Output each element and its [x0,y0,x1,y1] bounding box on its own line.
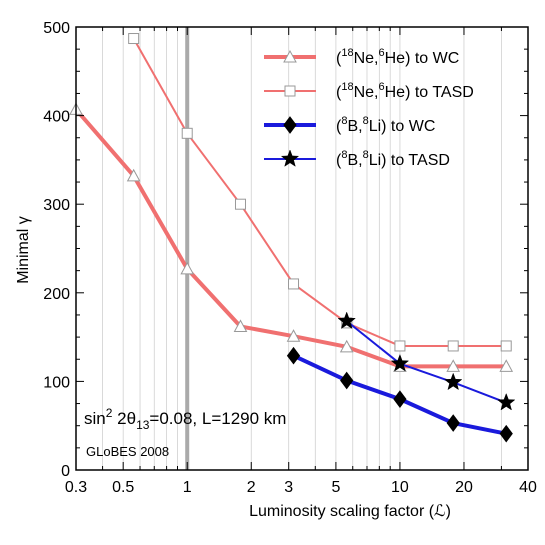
series-3 [337,311,516,411]
x-tick-label: 40 [519,479,537,496]
y-axis-label: Minimal γ [15,216,32,284]
marker-square [394,340,406,352]
marker-star [280,149,300,167]
legend-label: (18Ne,6He) to WC [336,47,459,67]
marker-square [500,340,512,352]
marker-square [284,85,296,97]
series-line [346,320,507,404]
legend-entry-2: (8B,8Li) to WC [264,115,435,135]
marker-diamond [340,371,354,390]
y-tick-label: 200 [43,286,70,303]
annotation-formula: sin2 2θ13=0.08, L=1290 km [84,406,286,432]
marker-square [128,33,140,45]
marker-diamond [446,414,460,432]
legend-label: (8B,8Li) to TASD [336,149,450,169]
x-tick-label: 2 [247,479,256,496]
marker-triangle [180,261,195,275]
legend-label: (8B,8Li) to WC [336,115,435,135]
series-2 [286,346,513,443]
marker-triangle [446,359,461,372]
x-tick-label: 3 [284,479,293,496]
legend-label: (18Ne,6He) to TASD [336,81,474,101]
annotation-globes: GLoBES 2008 [86,444,169,459]
series-0 [69,102,514,372]
y-tick-label: 400 [43,109,70,126]
y-tick-label: 500 [43,20,70,37]
x-tick-label: 0.3 [65,479,87,496]
marker-triangle [283,49,297,63]
marker-square [181,127,193,139]
marker-diamond [286,346,301,365]
y-tick-label: 0 [61,463,70,480]
marker-star [390,353,410,372]
series-layer [69,33,516,443]
marker-triangle [233,319,248,332]
x-tick-label: 5 [331,479,340,496]
legend-entry-1: (18Ne,6He) to TASD [264,81,474,101]
x-axis-label: Luminosity scaling factor (ℒ) [249,503,451,520]
marker-star [443,372,463,391]
grid [75,27,529,470]
marker-square [447,340,459,352]
x-tick-label: 20 [455,479,473,496]
y-tick-label: 300 [43,197,70,214]
x-tick-label: 1 [183,479,192,496]
marker-diamond [393,390,407,408]
series-line [74,108,507,369]
marker-square [288,278,300,290]
series-line [132,38,507,347]
marker-star [337,311,356,330]
marker-diamond [499,424,513,443]
marker-diamond [283,116,297,134]
marker-star [496,392,516,411]
marker-square [234,198,246,210]
y-tick-label: 100 [43,374,70,391]
x-tick-label: 10 [391,479,409,496]
marker-triangle [339,339,354,353]
legend-entry-3: (8B,8Li) to TASD [264,149,450,169]
marker-triangle [286,329,301,342]
legend-entry-0: (18Ne,6He) to WC [264,47,459,67]
legend: (18Ne,6He) to WC (18Ne,6He) to TASD (8B,8L… [264,47,474,169]
marker-triangle [126,168,141,182]
x-tick-label: 0.5 [112,479,134,496]
marker-triangle [499,359,514,372]
